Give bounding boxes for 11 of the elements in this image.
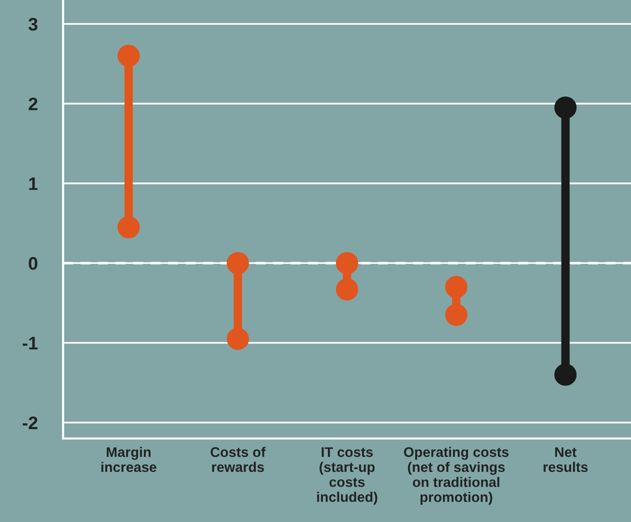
y-tick-label: -2 bbox=[22, 416, 38, 430]
y-tick-label: 0 bbox=[28, 257, 38, 270]
x-tick-label: IT costs (start-up costs included) bbox=[317, 447, 378, 505]
y-tick-label: 2 bbox=[28, 98, 38, 110]
y-tick-label: -1 bbox=[22, 336, 38, 350]
x-tick-label: Costs of rewards bbox=[210, 446, 266, 472]
x-tick-label: Net results bbox=[544, 447, 588, 472]
x-tick-label: Operating costs (net of savings on traditional promotion) bbox=[404, 446, 509, 505]
x-tick-label: Margin increase bbox=[101, 446, 156, 472]
y-tick-label: 3 bbox=[28, 18, 38, 31]
y-tick-label: 1 bbox=[29, 177, 38, 190]
